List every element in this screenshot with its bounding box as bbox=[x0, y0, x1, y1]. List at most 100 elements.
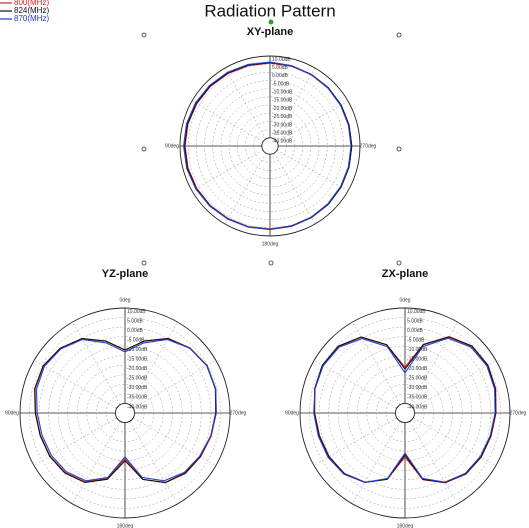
radial-grid-ring bbox=[86, 374, 164, 452]
radial-grid-ring bbox=[48, 336, 202, 490]
radial-grid-ring bbox=[395, 403, 415, 423]
pattern-curve bbox=[183, 61, 352, 231]
radial-grid-ring bbox=[366, 374, 444, 452]
radial-tick-label: -35.00dB bbox=[272, 130, 293, 136]
angle-grid-line bbox=[72, 421, 121, 505]
radial-tick-label: -35.00dB bbox=[407, 395, 428, 401]
rotate-handle bbox=[268, 19, 274, 25]
radial-grid-ring bbox=[115, 403, 135, 423]
radial-grid-ring bbox=[57, 345, 193, 481]
plot-title: YZ-plane bbox=[102, 268, 148, 280]
legend-label: 870(MHz) bbox=[14, 14, 49, 23]
radial-tick-label: 5.00dB bbox=[272, 65, 289, 71]
angle-grid-line bbox=[352, 321, 401, 405]
radial-tick-label: -30.00dB bbox=[272, 122, 293, 128]
handle bbox=[396, 146, 402, 152]
angle-tick-label: 270deg bbox=[360, 143, 377, 149]
radial-tick-label: 0.00dB bbox=[127, 328, 144, 334]
radial-tick-label: -25.00dB bbox=[407, 376, 428, 382]
angle-tick-label: 90deg bbox=[5, 410, 19, 416]
page-title: Radiation Pattern bbox=[204, 1, 335, 20]
radial-tick-label: -40.00dB bbox=[272, 139, 293, 145]
radial-grid-ring bbox=[309, 317, 501, 509]
radial-tick-label: -15.00dB bbox=[407, 357, 428, 363]
radial-tick-label: -5.00dB bbox=[407, 337, 425, 343]
pattern-curve bbox=[313, 337, 496, 484]
angle-grid-line bbox=[352, 421, 401, 505]
radial-tick-label: -20.00dB bbox=[272, 106, 293, 112]
radial-tick-label: 0.00dB bbox=[407, 328, 424, 334]
radial-tick-label: -20.00dB bbox=[127, 366, 148, 372]
radial-grid-ring bbox=[204, 80, 336, 212]
radial-tick-label: -40.00dB bbox=[127, 404, 148, 410]
radial-grid-ring bbox=[228, 104, 312, 188]
handle bbox=[396, 260, 402, 266]
radial-grid-ring bbox=[179, 55, 361, 237]
radial-tick-label: -25.00dB bbox=[127, 376, 148, 382]
radial-grid-ring bbox=[261, 137, 279, 155]
radial-grid-ring bbox=[96, 384, 154, 442]
radial-tick-label: 10.00dB bbox=[127, 309, 146, 315]
legend-label: 824(MHz) bbox=[14, 6, 49, 15]
radial-grid-ring bbox=[29, 317, 221, 509]
pattern-curve bbox=[35, 338, 217, 482]
angle-grid-line bbox=[273, 152, 316, 225]
handle bbox=[141, 260, 147, 266]
angle-tick-label: 0deg bbox=[119, 297, 130, 303]
radial-tick-label: 0.00dB bbox=[272, 73, 289, 79]
angle-tick-label: 0deg bbox=[399, 297, 410, 303]
angle-tick-label: 180deg bbox=[117, 523, 134, 528]
angle-tick-label: 180deg bbox=[397, 523, 414, 528]
radial-tick-label: -5.00dB bbox=[272, 81, 290, 87]
pattern-curve bbox=[313, 336, 497, 484]
radial-tick-label: -10.00dB bbox=[127, 347, 148, 353]
angle-grid-line bbox=[409, 421, 458, 505]
radial-tick-label: -10.00dB bbox=[407, 347, 428, 353]
radial-tick-label: -15.00dB bbox=[272, 98, 293, 104]
radial-tick-label: 10.00dB bbox=[272, 57, 291, 63]
radial-grid-ring bbox=[385, 393, 425, 433]
radial-tick-label: -35.00dB bbox=[127, 395, 148, 401]
radial-grid-ring bbox=[237, 113, 303, 179]
radial-grid-ring bbox=[357, 365, 453, 461]
radial-tick-label: -5.00dB bbox=[127, 337, 145, 343]
radial-grid-ring bbox=[299, 307, 511, 519]
radial-tick-label: -30.00dB bbox=[127, 385, 148, 391]
radial-tick-label: -10.00dB bbox=[272, 90, 293, 96]
radial-tick-label: -15.00dB bbox=[127, 357, 148, 363]
angle-tick-label: 180deg bbox=[262, 241, 279, 247]
radial-grid-ring bbox=[67, 355, 183, 471]
legend-label: 800(MHz) bbox=[14, 0, 49, 7]
radial-grid-ring bbox=[105, 393, 145, 433]
handle bbox=[268, 260, 274, 266]
radial-tick-label: -40.00dB bbox=[407, 404, 428, 410]
angle-tick-label: 270deg bbox=[230, 410, 247, 416]
handle bbox=[396, 32, 402, 38]
radial-grid-ring bbox=[38, 326, 212, 500]
angle-grid-line bbox=[72, 321, 121, 405]
radial-tick-label: -20.00dB bbox=[407, 366, 428, 372]
angle-grid-line bbox=[129, 421, 178, 505]
plot-title: XY-plane bbox=[247, 26, 293, 38]
radial-grid-ring bbox=[196, 72, 344, 220]
radial-tick-label: -25.00dB bbox=[272, 114, 293, 120]
radial-grid-ring bbox=[328, 336, 482, 490]
radial-tick-label: -30.00dB bbox=[407, 385, 428, 391]
radial-grid-ring bbox=[220, 96, 320, 196]
handle bbox=[141, 32, 147, 38]
angle-tick-label: 90deg bbox=[285, 410, 299, 416]
radial-grid-ring bbox=[212, 88, 328, 204]
radial-grid-ring bbox=[347, 355, 463, 471]
radial-grid-ring bbox=[245, 121, 295, 171]
angle-grid-line bbox=[129, 321, 178, 405]
angle-tick-label: 90deg bbox=[165, 143, 179, 149]
handles bbox=[141, 32, 402, 266]
radial-grid-ring bbox=[318, 326, 492, 500]
radial-grid-ring bbox=[376, 384, 434, 442]
radial-tick-label: 10.00dB bbox=[407, 309, 426, 315]
angle-grid-line bbox=[276, 100, 349, 143]
radial-tick-label: 5.00dB bbox=[127, 318, 144, 324]
radial-grid-ring bbox=[77, 365, 173, 461]
radial-grid-ring bbox=[337, 345, 473, 481]
